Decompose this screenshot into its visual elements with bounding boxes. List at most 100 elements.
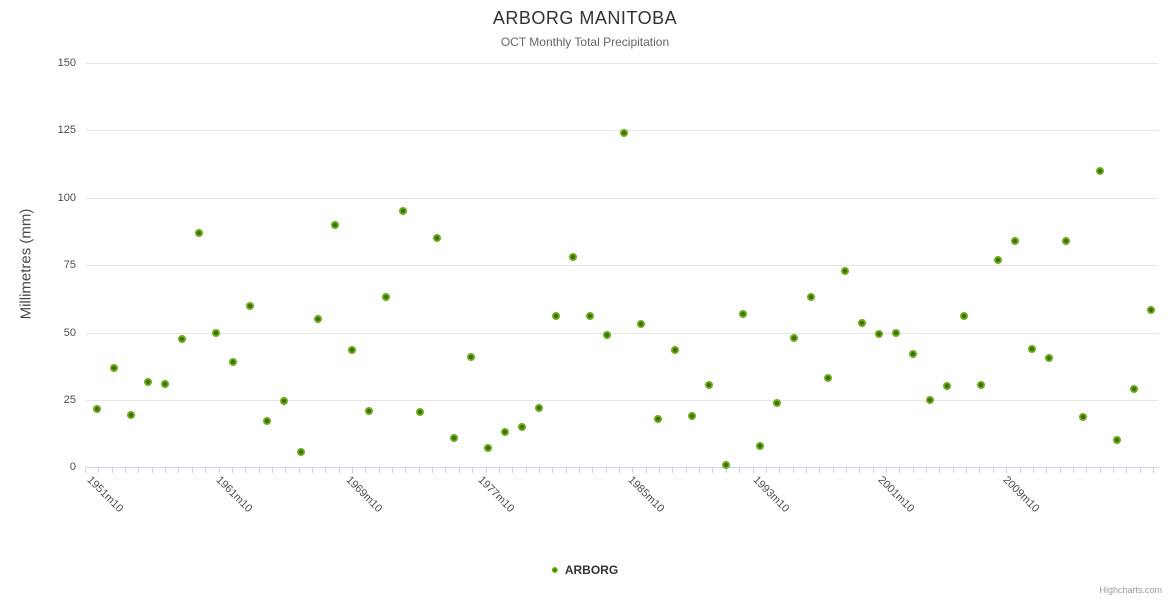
data-point[interactable] (501, 428, 510, 437)
data-point[interactable] (840, 266, 849, 275)
y-gridline (86, 63, 1158, 64)
x-axis-tick (792, 468, 794, 474)
data-point[interactable] (993, 255, 1002, 264)
data-point[interactable] (908, 350, 917, 359)
data-point[interactable] (144, 378, 153, 387)
data-point[interactable] (450, 433, 459, 442)
x-axis-tick (578, 468, 580, 474)
x-axis-tick (845, 468, 847, 474)
data-point[interactable] (365, 406, 374, 415)
data-point[interactable] (399, 207, 408, 216)
data-point[interactable] (1095, 166, 1104, 175)
data-point[interactable] (127, 410, 136, 419)
x-axis-tick (1153, 468, 1154, 474)
data-point[interactable] (348, 346, 357, 355)
data-point[interactable] (721, 460, 730, 469)
data-point[interactable] (178, 335, 187, 344)
x-axis-tick (392, 468, 394, 474)
data-point[interactable] (670, 346, 679, 355)
data-point[interactable] (857, 319, 866, 328)
data-point[interactable] (704, 381, 713, 390)
x-axis-tick (1046, 468, 1048, 474)
data-point[interactable] (789, 333, 798, 342)
x-axis-tick (98, 468, 100, 474)
data-point[interactable] (263, 417, 272, 426)
data-point[interactable] (619, 129, 628, 138)
data-point[interactable] (738, 309, 747, 318)
x-axis-tick (899, 468, 901, 474)
data-point[interactable] (976, 381, 985, 390)
data-point[interactable] (433, 234, 442, 243)
x-axis-tick (138, 468, 140, 474)
data-point[interactable] (1010, 236, 1019, 245)
data-point[interactable] (110, 363, 119, 372)
data-point[interactable] (535, 404, 544, 412)
x-axis-tick (565, 468, 567, 474)
data-point[interactable] (874, 329, 883, 338)
data-point[interactable] (246, 301, 255, 310)
data-point[interactable] (195, 228, 204, 237)
data-point[interactable] (1129, 385, 1138, 394)
x-axis-tick (258, 468, 260, 474)
data-point[interactable] (1146, 305, 1155, 314)
data-point[interactable] (806, 293, 815, 302)
data-point[interactable] (484, 444, 493, 453)
data-point[interactable] (552, 312, 561, 321)
y-gridline (86, 197, 1158, 199)
chart-subtitle: OCT Monthly Total Precipitation (500, 35, 670, 49)
data-point[interactable] (653, 414, 662, 423)
data-point[interactable] (416, 408, 425, 417)
x-axis-tick (205, 468, 207, 474)
x-axis-tick (178, 468, 180, 474)
x-axis-tick (886, 468, 887, 474)
highcharts-credits-link[interactable]: Highcharts.com (1099, 585, 1162, 595)
x-axis-tick (378, 468, 380, 474)
data-point[interactable] (942, 382, 951, 391)
y-gridline (86, 399, 1158, 401)
data-point[interactable] (93, 405, 102, 414)
x-axis-tick (1006, 468, 1008, 474)
data-point[interactable] (1061, 236, 1070, 245)
x-axis-tick (939, 468, 941, 474)
data-point[interactable] (314, 315, 323, 324)
data-point[interactable] (518, 422, 527, 431)
x-axis-tick (125, 468, 127, 474)
data-point[interactable] (1112, 436, 1121, 445)
x-axis-tick (1099, 468, 1101, 474)
data-point[interactable] (1027, 344, 1036, 353)
data-point[interactable] (603, 331, 611, 340)
data-point[interactable] (636, 320, 645, 329)
x-axis-tick (552, 468, 554, 474)
data-point[interactable] (687, 412, 696, 421)
x-axis-tick (832, 468, 834, 474)
x-axis-tick-label: 2001m10 (875, 474, 917, 515)
data-point[interactable] (467, 352, 476, 361)
data-point[interactable] (297, 448, 306, 457)
data-point[interactable] (229, 358, 238, 367)
x-axis-tick (979, 468, 981, 474)
data-point[interactable] (161, 379, 170, 388)
data-point[interactable] (891, 328, 900, 337)
legend-item-arborg[interactable]: ARBORG (551, 563, 618, 577)
data-point[interactable] (755, 441, 764, 450)
y-axis-tick-label: 50 (63, 326, 76, 339)
data-point[interactable] (569, 253, 578, 262)
data-point[interactable] (280, 397, 289, 406)
data-point[interactable] (1044, 354, 1053, 363)
y-axis-tick-label: 25 (63, 393, 76, 406)
data-point[interactable] (925, 395, 934, 404)
x-axis-tick (805, 468, 807, 474)
data-point[interactable] (959, 312, 968, 321)
data-point[interactable] (382, 293, 391, 302)
data-point[interactable] (772, 398, 781, 407)
x-axis-tick-label: 2009m10 (1000, 474, 1042, 515)
y-axis-tick-label: 0 (69, 461, 76, 474)
data-point[interactable] (823, 374, 832, 383)
data-point[interactable] (1078, 413, 1087, 422)
data-point[interactable] (586, 312, 594, 321)
x-axis-tick (432, 468, 434, 474)
data-point[interactable] (331, 220, 340, 229)
data-point[interactable] (212, 328, 221, 337)
y-axis-tick-label: 125 (57, 124, 76, 137)
